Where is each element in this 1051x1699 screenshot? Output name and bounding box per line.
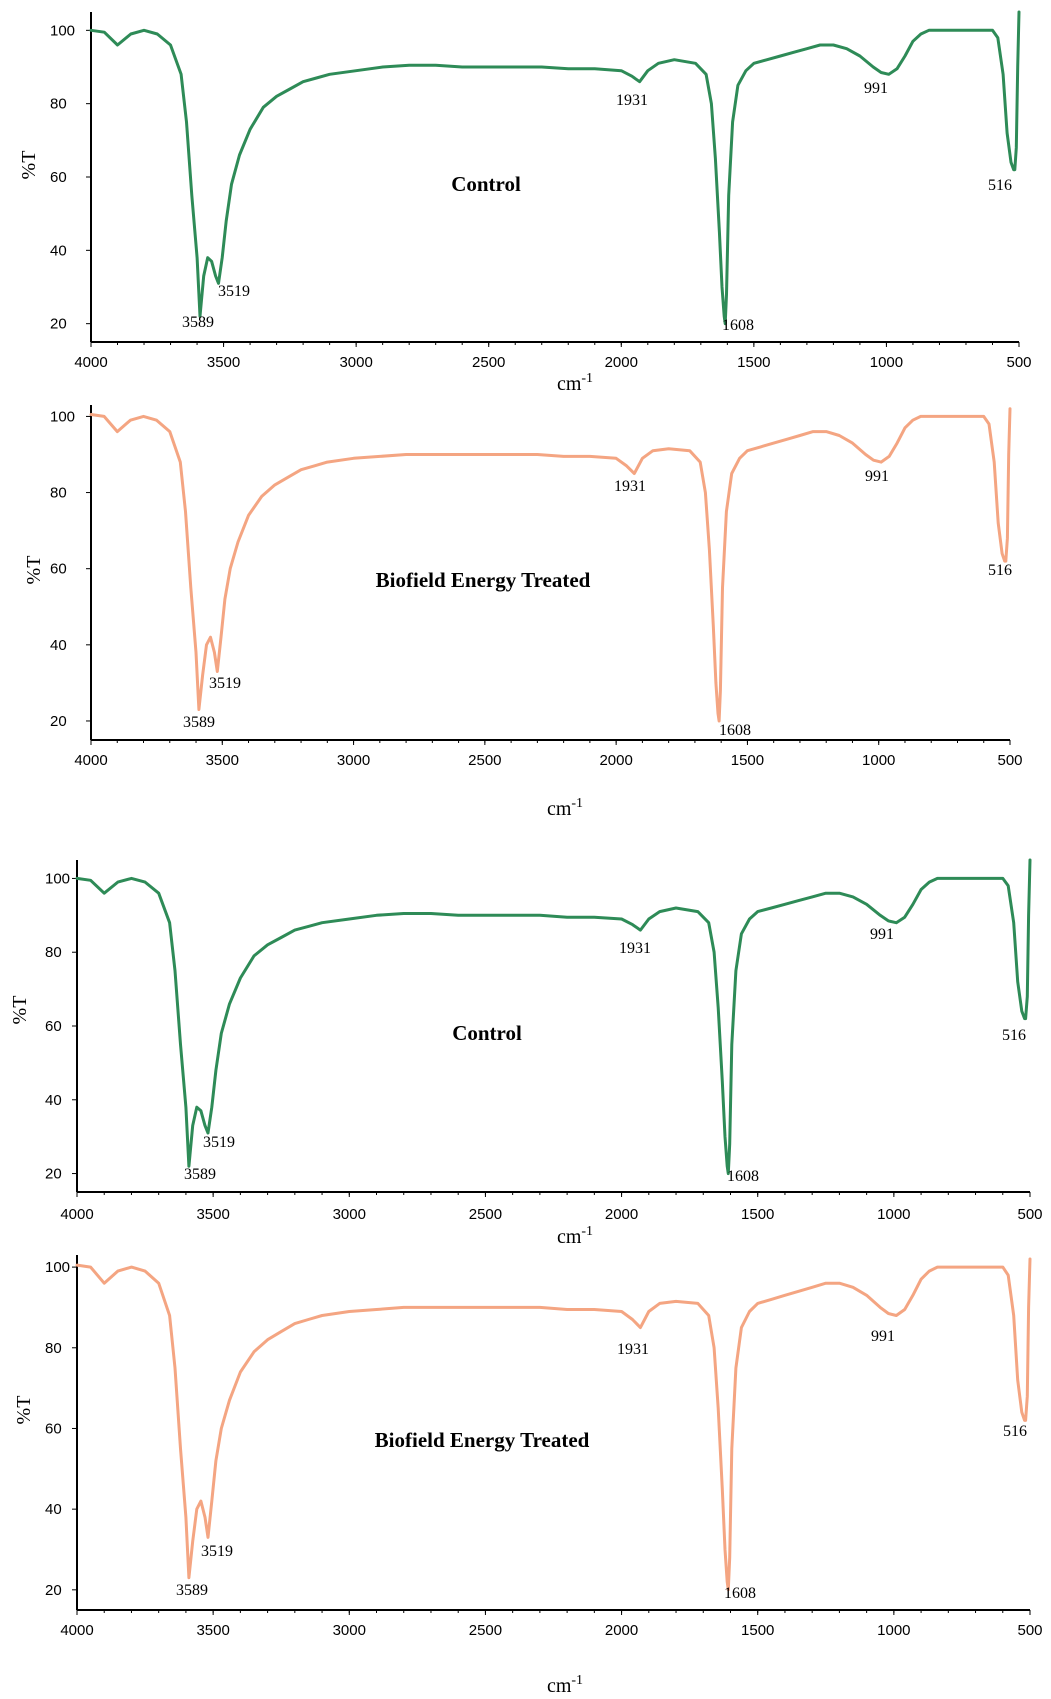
y-tick-label: 100 bbox=[45, 870, 70, 887]
peak-label: 3589 bbox=[176, 1582, 208, 1599]
x-tick-label: 3000 bbox=[337, 752, 370, 769]
x-tick-label: 3000 bbox=[333, 1206, 366, 1223]
x-tick-label: 3000 bbox=[339, 354, 372, 371]
x-tick-label: 1500 bbox=[731, 752, 764, 769]
peak-label: 3589 bbox=[184, 1166, 216, 1183]
x-tick-label: 1500 bbox=[737, 354, 770, 371]
x-tick-label: 2000 bbox=[605, 354, 638, 371]
x-tick-label: 4000 bbox=[74, 354, 107, 371]
y-tick-label: 20 bbox=[45, 1166, 62, 1183]
x-tick-label: 2500 bbox=[468, 752, 501, 769]
x-tick-label: 1000 bbox=[862, 752, 895, 769]
x-tick-label: 4000 bbox=[60, 1622, 93, 1639]
y-tick-label: 40 bbox=[45, 1092, 62, 1109]
x-tick-label: 1500 bbox=[741, 1622, 774, 1639]
x-tick-label: 2000 bbox=[605, 1206, 638, 1223]
peak-label: 1931 bbox=[614, 478, 646, 495]
panel-title: Biofield Energy Treated bbox=[376, 568, 591, 592]
peak-label: 3519 bbox=[209, 675, 241, 692]
x-tick-label: 1000 bbox=[870, 354, 903, 371]
x-tick-label: 4000 bbox=[60, 1206, 93, 1223]
y-axis-label: %T bbox=[18, 151, 40, 180]
panel-title: Control bbox=[452, 1021, 522, 1045]
peak-label: 1608 bbox=[724, 1585, 756, 1602]
peak-label: 1931 bbox=[619, 940, 651, 957]
spectrum-line bbox=[89, 407, 1012, 723]
x-tick-label: 2500 bbox=[469, 1622, 502, 1639]
y-tick-label: 60 bbox=[50, 169, 67, 186]
y-tick-label: 60 bbox=[45, 1420, 62, 1437]
y-tick-label: 20 bbox=[45, 1582, 62, 1599]
peak-label: 516 bbox=[1002, 1027, 1026, 1044]
x-tick-label: 1000 bbox=[877, 1206, 910, 1223]
y-tick-label: 80 bbox=[50, 485, 67, 502]
x-axis-label: cm-1 bbox=[557, 1224, 593, 1248]
peak-label: 1931 bbox=[616, 92, 648, 109]
peak-label: 3589 bbox=[182, 314, 214, 331]
peak-label: 516 bbox=[988, 562, 1012, 579]
x-axis-label: cm-1 bbox=[547, 796, 583, 820]
y-tick-label: 100 bbox=[50, 408, 75, 425]
peak-label: 1608 bbox=[722, 317, 754, 334]
spectrum-panel-1: 4000 3500 3000 2500 2000 1500 1000 500 20 40 60 80 1… bbox=[18, 10, 1032, 395]
y-tick-label: 40 bbox=[50, 242, 67, 259]
y-tick-label: 80 bbox=[45, 944, 62, 961]
x-tick-label: 2000 bbox=[599, 752, 632, 769]
x-axis-label: cm-1 bbox=[557, 371, 593, 395]
peak-label: 1931 bbox=[617, 1341, 649, 1358]
x-tick-label: 4000 bbox=[74, 752, 107, 769]
x-tick-label: 1000 bbox=[877, 1622, 910, 1639]
panel-title: Control bbox=[451, 172, 521, 196]
y-axis-label: %T bbox=[9, 996, 31, 1025]
x-tick-label: 3500 bbox=[196, 1622, 229, 1639]
x-tick-label: 3500 bbox=[207, 354, 240, 371]
y-tick-label: 80 bbox=[45, 1340, 62, 1357]
x-tick-label: 2500 bbox=[472, 354, 505, 371]
peak-label: 516 bbox=[988, 177, 1012, 194]
y-tick-label: 20 bbox=[50, 713, 67, 730]
y-tick-label: 40 bbox=[50, 637, 67, 654]
x-tick-label: 3500 bbox=[206, 752, 239, 769]
y-tick-label: 20 bbox=[50, 316, 67, 333]
panel-title: Biofield Energy Treated bbox=[375, 1428, 590, 1452]
x-tick-label: 500 bbox=[1017, 1206, 1042, 1223]
x-tick-label: 500 bbox=[1006, 354, 1031, 371]
peak-label: 516 bbox=[1003, 1423, 1027, 1440]
y-tick-label: 100 bbox=[45, 1259, 70, 1276]
peak-label: 991 bbox=[871, 1328, 895, 1345]
peak-label: 1608 bbox=[727, 1168, 759, 1185]
y-axis-label: %T bbox=[13, 1396, 35, 1425]
x-tick-label: 2500 bbox=[469, 1206, 502, 1223]
x-tick-label: 3000 bbox=[333, 1622, 366, 1639]
spectrum-line bbox=[75, 1257, 1032, 1592]
spectrum-line bbox=[89, 10, 1021, 326]
peak-label: 3519 bbox=[203, 1134, 235, 1151]
y-axis-label: %T bbox=[23, 556, 45, 585]
x-tick-label: 3500 bbox=[196, 1206, 229, 1223]
x-tick-label: 500 bbox=[1017, 1622, 1042, 1639]
spectrum-panel-2: 4000 3500 3000 2500 2000 1500 1000 500 20 40 60 80 1… bbox=[23, 405, 1023, 820]
x-axis-label: cm-1 bbox=[547, 1673, 583, 1697]
x-tick-label: 2000 bbox=[605, 1622, 638, 1639]
y-tick-label: 60 bbox=[50, 561, 67, 578]
peak-label: 3519 bbox=[218, 283, 250, 300]
peak-label: 991 bbox=[865, 468, 889, 485]
peak-label: 3589 bbox=[183, 714, 215, 731]
peak-label: 991 bbox=[870, 926, 894, 943]
peak-label: 3519 bbox=[201, 1543, 233, 1560]
spectrum-panel-3: 4000 3500 3000 2500 2000 1500 1000 500 20 40 60 80 1… bbox=[9, 858, 1043, 1248]
spectrum-line bbox=[75, 858, 1032, 1176]
peak-label: 991 bbox=[864, 80, 888, 97]
y-tick-label: 40 bbox=[45, 1501, 62, 1518]
y-tick-label: 80 bbox=[50, 96, 67, 113]
spectrum-panel-4: 4000 3500 3000 2500 2000 1500 1000 500 20 40 60 80 1… bbox=[13, 1255, 1043, 1697]
x-tick-label: 1500 bbox=[741, 1206, 774, 1223]
x-tick-label: 500 bbox=[997, 752, 1022, 769]
y-tick-label: 100 bbox=[50, 22, 75, 39]
y-tick-label: 60 bbox=[45, 1018, 62, 1035]
peak-label: 1608 bbox=[719, 722, 751, 739]
